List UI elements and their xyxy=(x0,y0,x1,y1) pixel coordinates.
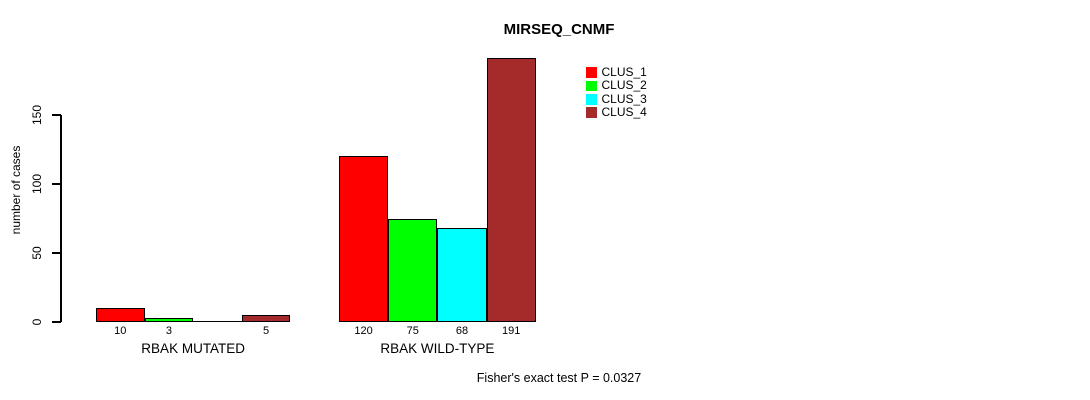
legend-item: CLUS_2 xyxy=(586,78,647,93)
bar-value-label: 120 xyxy=(354,324,373,337)
bar-clus_2-group1 xyxy=(388,218,438,322)
bar-value-label: 10 xyxy=(114,324,127,337)
bar-value-label: 75 xyxy=(406,324,419,337)
legend-item: CLUS_1 xyxy=(586,65,647,79)
bar-value-label: 5 xyxy=(263,324,270,337)
y-tick-label: 100 xyxy=(30,173,44,195)
bar-clus_1-group0 xyxy=(96,308,145,322)
y-axis-tick xyxy=(52,114,61,116)
legend-swatch-icon xyxy=(586,67,597,78)
bar-value-label: 68 xyxy=(455,324,469,337)
bar-clus_4-group1 xyxy=(486,58,536,322)
fisher-test-annotation: Fisher's exact test P = 0.0327 xyxy=(476,371,642,385)
y-axis-tick xyxy=(52,183,61,185)
legend-swatch-icon xyxy=(586,80,597,92)
x-category-label: RBAK MUTATED xyxy=(141,340,246,356)
bar-clus_3-group1 xyxy=(437,228,487,322)
y-axis-label: number of cases xyxy=(9,145,23,235)
legend-label: CLUS_4 xyxy=(601,105,647,120)
bar-clus_3-group0 xyxy=(193,320,242,322)
bar-value-label: 3 xyxy=(165,324,172,337)
chart-title: MIRSEQ_CNMF xyxy=(503,21,615,38)
legend-label: CLUS_2 xyxy=(601,78,647,93)
legend-label: CLUS_3 xyxy=(601,91,647,106)
y-axis-tick xyxy=(52,252,61,254)
x-category-label: RBAK WILD-TYPE xyxy=(380,340,495,356)
y-tick-label: 150 xyxy=(30,104,44,126)
bar-clus_1-group1 xyxy=(339,156,389,322)
legend-label: CLUS_1 xyxy=(601,65,647,79)
bar-value-label: 191 xyxy=(502,324,521,337)
legend: CLUS_1 CLUS_2 CLUS_3 CLUS_4 xyxy=(586,65,647,121)
legend-item: CLUS_4 xyxy=(586,105,647,120)
y-tick-label: 50 xyxy=(30,246,44,260)
y-axis-tick xyxy=(52,321,61,323)
legend-swatch-icon xyxy=(586,94,597,105)
bar-clus_2-group0 xyxy=(144,317,194,322)
y-axis-line xyxy=(60,115,62,322)
y-tick-label: 0 xyxy=(30,318,44,326)
legend-item: CLUS_3 xyxy=(586,91,647,106)
bar-clus_4-group0 xyxy=(241,315,291,322)
legend-swatch-icon xyxy=(586,107,597,118)
